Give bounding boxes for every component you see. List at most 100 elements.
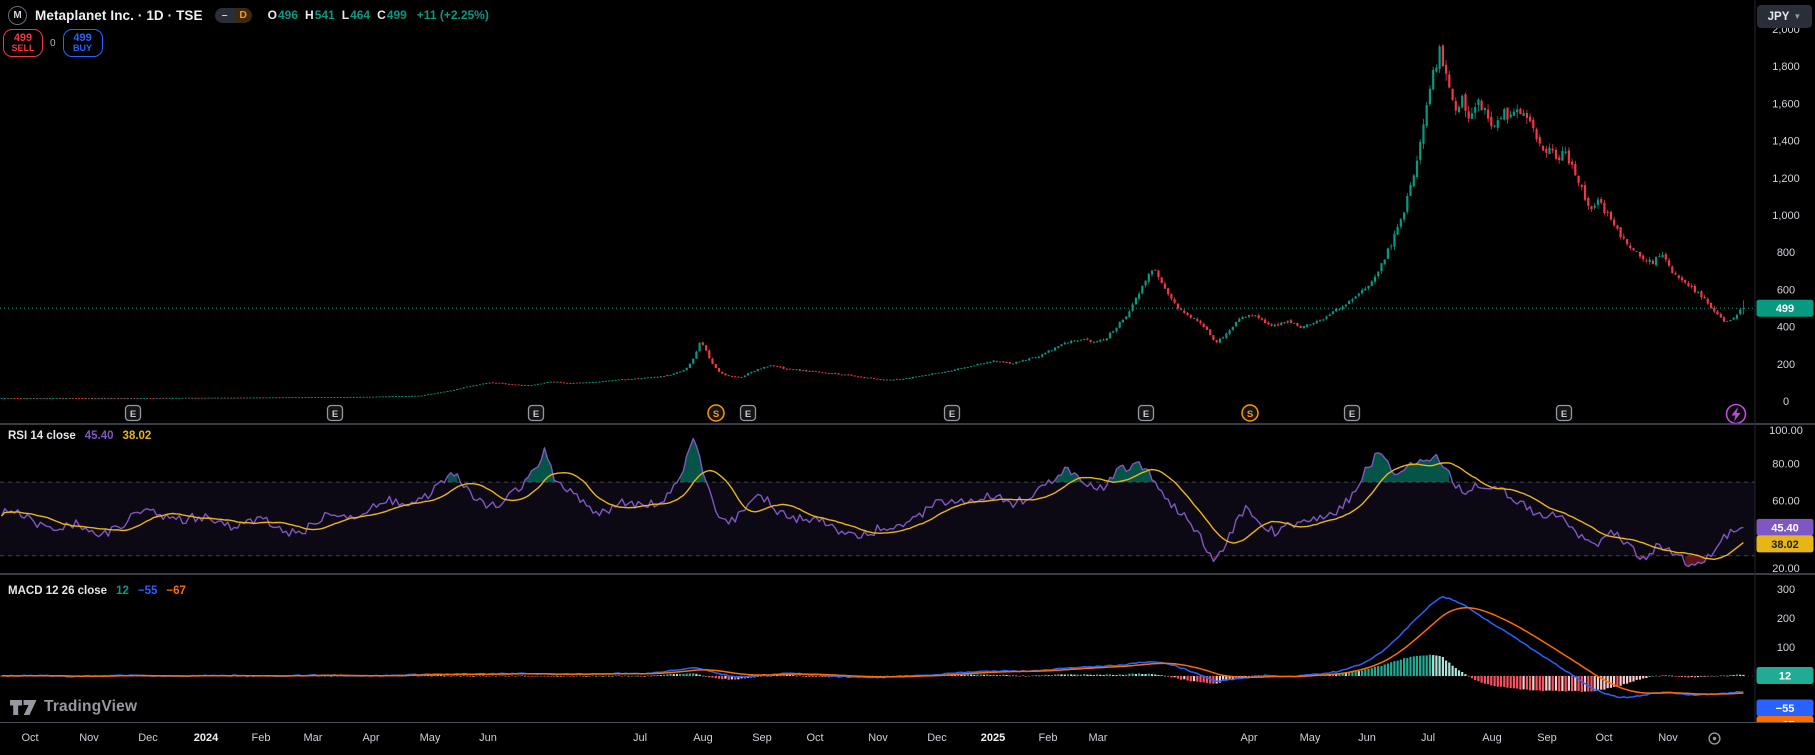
open-value: 496: [277, 8, 299, 22]
axis-month-label: Nov: [1658, 732, 1678, 744]
earnings-marker[interactable]: E: [943, 404, 961, 422]
svg-text:499: 499: [1776, 303, 1794, 315]
svg-text:E: E: [949, 409, 955, 420]
buy-price: 499: [73, 31, 92, 44]
axis-badge: −67: [1756, 716, 1814, 722]
axis-month-label: Apr: [1240, 732, 1258, 744]
open-label: O: [267, 8, 277, 22]
svg-text:E: E: [130, 409, 136, 420]
axis-month-label: Mar: [303, 732, 323, 744]
axis-month-label: May: [419, 732, 441, 744]
rsi-pane: [0, 437, 1755, 568]
axis-month-label: Feb: [1038, 732, 1058, 744]
earnings-marker[interactable]: E: [326, 404, 344, 422]
currency-label: JPY: [1767, 10, 1790, 23]
symbol-title[interactable]: Metaplanet Inc. · 1D · TSE: [35, 7, 203, 23]
close-label: C: [377, 8, 386, 22]
svg-text:20.00: 20.00: [1772, 563, 1800, 575]
earnings-marker[interactable]: E: [1343, 404, 1361, 422]
boost-lightning-icon[interactable]: [1725, 403, 1747, 425]
svg-text:1,400: 1,400: [1772, 136, 1800, 148]
svg-text:100: 100: [1777, 642, 1795, 654]
candles-layer: [0, 44, 1755, 399]
symbol-header: M Metaplanet Inc. · 1D · TSE – D O496 H5…: [8, 5, 489, 25]
tradingview-watermark[interactable]: TradingView: [10, 698, 137, 716]
macd-title: MACD 12 26 close: [8, 585, 108, 597]
svg-text:S: S: [1247, 409, 1253, 420]
axis-month-label: Jun: [1358, 732, 1376, 744]
sell-button[interactable]: 499 SELL: [3, 29, 43, 57]
svg-text:1,800: 1,800: [1772, 61, 1800, 73]
svg-text:60.00: 60.00: [1772, 496, 1800, 508]
macd-hist-value: 12: [116, 585, 129, 597]
svg-text:12: 12: [1779, 671, 1791, 683]
earnings-marker[interactable]: E: [527, 404, 545, 422]
axis-month-label: Dec: [927, 732, 947, 744]
high-label: H: [305, 8, 314, 22]
rsi-ma-value: 38.02: [122, 430, 152, 442]
svg-text:E: E: [1143, 409, 1149, 420]
axis-badge: 12: [1756, 667, 1814, 684]
svg-text:600: 600: [1777, 284, 1795, 296]
macd-status-line[interactable]: MACD 12 26 close 12 −55 −67: [8, 585, 186, 597]
axis-badge: 38.02: [1756, 535, 1814, 553]
split-marker[interactable]: S: [1241, 404, 1259, 422]
svg-text:1,000: 1,000: [1772, 210, 1800, 222]
earnings-marker[interactable]: E: [1555, 404, 1573, 422]
svg-text:E: E: [533, 409, 539, 420]
price-scale[interactable]: 2,0001,8001,6001,4001,2001,0008006004002…: [1756, 24, 1814, 722]
axis-month-label: Sep: [752, 732, 772, 744]
svg-text:200: 200: [1777, 359, 1795, 371]
svg-text:400: 400: [1777, 322, 1795, 334]
axis-month-label: Jun: [479, 732, 497, 744]
macd-pane: [0, 595, 1755, 699]
earnings-marker[interactable]: E: [1137, 404, 1155, 422]
trade-buttons: 499 SELL 0 499 BUY: [3, 29, 103, 57]
change-value: +11 (+2.25%): [416, 8, 489, 22]
svg-text:0: 0: [1783, 396, 1789, 408]
svg-text:1,600: 1,600: [1772, 98, 1800, 110]
sell-label: SELL: [11, 43, 35, 54]
buy-label: BUY: [73, 43, 93, 54]
axis-month-label: Nov: [868, 732, 888, 744]
axis-month-label: Mar: [1088, 732, 1108, 744]
axis-badge: 499: [1756, 299, 1814, 317]
svg-text:E: E: [332, 409, 338, 420]
ohlc-values: O496 H541 L464 C499: [268, 8, 407, 22]
svg-text:38.02: 38.02: [1771, 539, 1799, 551]
axis-month-label: Nov: [79, 732, 99, 744]
rsi-status-line[interactable]: RSI 14 close 45.40 38.02: [8, 430, 151, 442]
tradingview-logo-text: TradingView: [44, 698, 138, 715]
symbol-logo[interactable]: M: [8, 5, 27, 25]
currency-button[interactable]: JPY ▼: [1757, 5, 1812, 28]
low-value: 464: [350, 8, 371, 22]
axis-settings-icon[interactable]: [1707, 731, 1722, 746]
svg-text:45.40: 45.40: [1771, 522, 1799, 534]
axis-month-label: Sep: [1537, 732, 1557, 744]
time-axis[interactable]: Oct Nov Dec 2024 Feb Mar Apr May Jun Jul Aug Sep Oct…: [0, 722, 1815, 755]
svg-text:300: 300: [1777, 584, 1795, 596]
axis-month-label: May: [1299, 732, 1321, 744]
svg-text:80.00: 80.00: [1772, 459, 1800, 471]
rsi-title: RSI 14 close: [8, 430, 76, 442]
interval-pill[interactable]: – D: [214, 7, 252, 23]
svg-text:1,200: 1,200: [1772, 173, 1800, 185]
macd-signal-value: −67: [166, 585, 186, 597]
low-label: L: [341, 8, 350, 22]
axis-month-label: Aug: [1482, 732, 1502, 744]
svg-text:E: E: [745, 409, 751, 420]
axis-month-label: Jul: [632, 732, 648, 744]
tradingview-logo-icon: [10, 699, 37, 715]
axis-month-label: Aug: [693, 732, 713, 744]
split-marker[interactable]: S: [707, 404, 725, 422]
axis-year-label: 2024: [193, 732, 219, 744]
close-value: 499: [386, 8, 407, 22]
buy-button[interactable]: 499 BUY: [62, 29, 103, 57]
chart-canvas[interactable]: E E E E E E E E S S 2,0001,8001,6001,400…: [0, 0, 1815, 722]
earnings-marker[interactable]: E: [739, 404, 757, 422]
chevron-down-icon: ▼: [1793, 12, 1802, 21]
earnings-marker[interactable]: E: [124, 404, 142, 422]
axis-month-label: Feb: [251, 732, 271, 744]
svg-text:E: E: [1561, 409, 1567, 420]
